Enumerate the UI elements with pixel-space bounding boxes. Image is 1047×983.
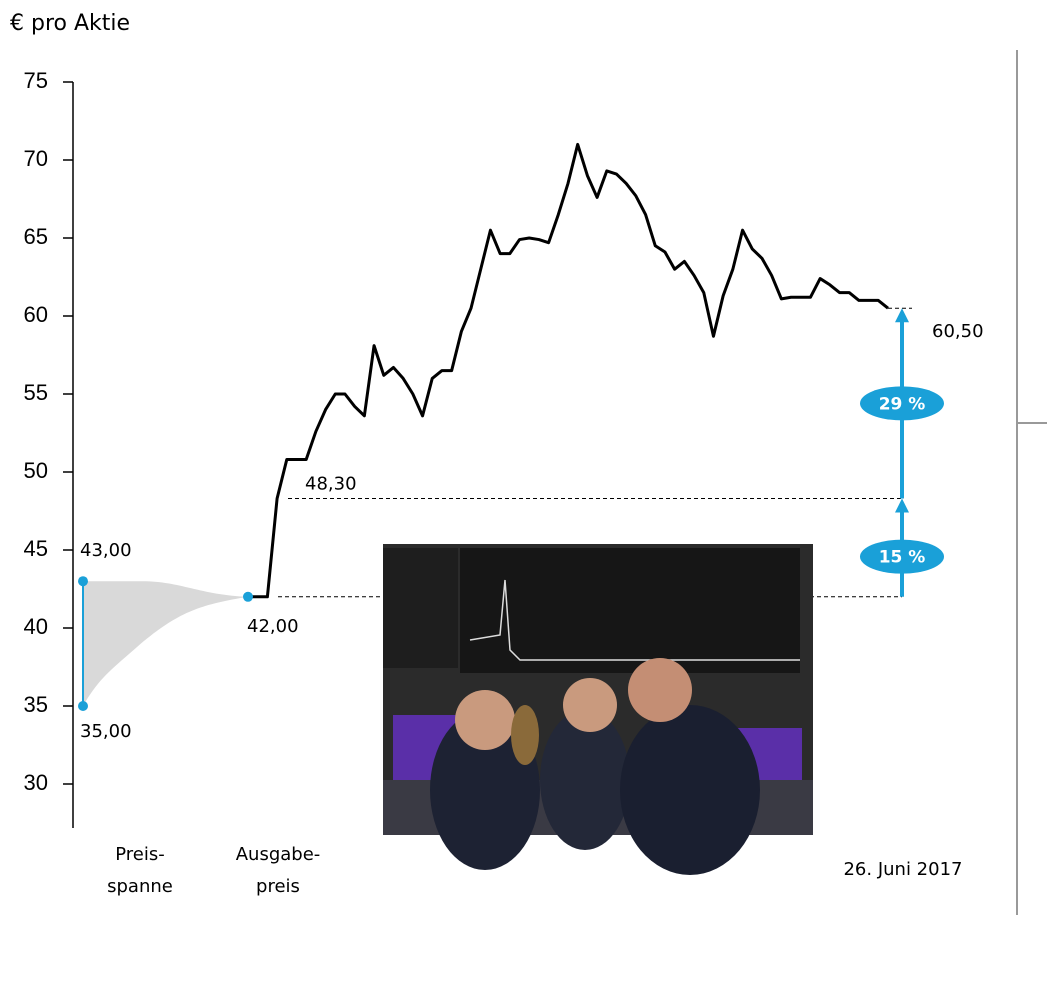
- gain-arrowhead: [895, 499, 909, 513]
- y-tick-label: 30: [24, 770, 48, 795]
- chart: € pro Aktie 30 35 40 45 50 55 60 65 70 75 43,00 35,…: [0, 0, 1047, 983]
- y-tick-label: 55: [24, 380, 48, 405]
- gain-arrowhead: [895, 308, 909, 322]
- date-label: 26. Juni 2017: [843, 859, 962, 880]
- price-range-high: [78, 576, 88, 586]
- y-tick-label: 45: [24, 536, 48, 561]
- issue-caption: Ausgabe-: [236, 844, 321, 865]
- y-axis-label: € pro Aktie: [10, 11, 130, 36]
- high-label: 43,00: [80, 540, 132, 561]
- y-tick-label: 40: [24, 614, 48, 639]
- y-tick-label: 60: [24, 302, 48, 327]
- photo: [383, 544, 813, 875]
- price-range-area: [83, 581, 248, 706]
- price-line: [248, 144, 888, 596]
- issue-price-label: 42,00: [247, 616, 299, 637]
- price-range-low: [78, 701, 88, 711]
- y-tick-label: 65: [24, 224, 48, 249]
- y-tick-label: 50: [24, 458, 48, 483]
- y-tick-label: 70: [24, 146, 48, 171]
- y-tick-label: 35: [24, 692, 48, 717]
- range-caption: spanne: [107, 876, 173, 897]
- first-price-label: 48,30: [305, 474, 357, 495]
- gain-label: 15 %: [879, 548, 926, 568]
- last-price-label: 60,50: [932, 321, 984, 342]
- range-caption: Preis-: [115, 844, 165, 865]
- low-label: 35,00: [80, 721, 132, 742]
- y-tick-label: 75: [24, 68, 48, 93]
- gain-label: 29 %: [879, 394, 926, 414]
- issue-caption: preis: [256, 876, 300, 897]
- issue-price-dot: [243, 592, 253, 602]
